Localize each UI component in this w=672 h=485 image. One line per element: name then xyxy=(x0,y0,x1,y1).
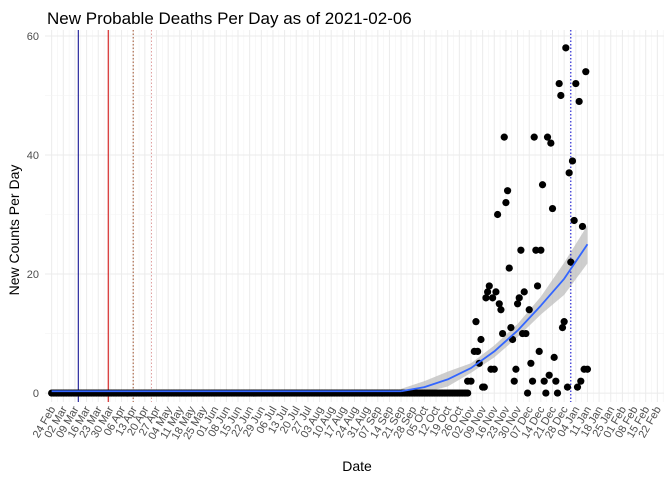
data-point xyxy=(492,288,500,296)
data-point xyxy=(480,383,488,391)
data-point xyxy=(474,347,482,356)
chart-title: New Probable Deaths Per Day as of 2021-0… xyxy=(47,9,412,28)
data-point xyxy=(545,371,553,379)
data-point xyxy=(575,97,583,106)
reference-lines xyxy=(77,30,572,402)
data-point xyxy=(507,324,515,332)
data-point xyxy=(555,79,563,88)
data-point xyxy=(495,300,503,308)
y-axis: 0 20 40 60 xyxy=(27,31,39,400)
y-tick-label: 60 xyxy=(27,31,39,43)
data-point xyxy=(528,377,537,385)
data-point xyxy=(510,377,518,385)
data-point xyxy=(535,347,543,356)
data-point xyxy=(498,329,507,338)
data-point xyxy=(513,300,522,308)
data-point xyxy=(562,44,570,52)
data-point xyxy=(552,377,560,385)
data-point xyxy=(542,389,550,397)
trend-line-group xyxy=(51,243,589,393)
data-point xyxy=(490,365,498,373)
grid xyxy=(45,30,664,402)
data-point xyxy=(515,294,523,302)
y-tick-label: 20 xyxy=(27,269,39,281)
data-point xyxy=(547,139,555,147)
data-point xyxy=(578,222,587,231)
data-point xyxy=(560,318,568,326)
data-point xyxy=(533,282,542,290)
data-point xyxy=(567,258,575,266)
data-point xyxy=(570,216,578,225)
data-point xyxy=(520,288,528,296)
data-point xyxy=(540,377,548,385)
data-point xyxy=(477,335,485,344)
data-point xyxy=(523,389,532,397)
data-point xyxy=(577,377,585,385)
data-point xyxy=(558,324,567,332)
data-point xyxy=(543,133,552,141)
data-point xyxy=(485,282,493,290)
data-point xyxy=(522,329,530,338)
data-point xyxy=(573,383,582,391)
data-point xyxy=(527,359,535,367)
y-tick-label: 0 xyxy=(33,388,39,400)
data-point xyxy=(503,187,512,195)
data-point xyxy=(500,133,508,141)
data-point xyxy=(550,353,558,361)
data-point xyxy=(572,79,580,88)
data-point xyxy=(497,306,505,314)
data-point xyxy=(505,264,513,272)
x-axis-label: Date xyxy=(342,458,372,474)
data-point xyxy=(512,365,520,373)
data-point xyxy=(472,318,480,326)
data-point xyxy=(565,169,573,177)
data-point xyxy=(502,199,510,207)
data-point xyxy=(530,133,538,141)
data-point xyxy=(553,389,562,397)
data-point xyxy=(484,288,492,296)
data-point xyxy=(548,204,557,213)
data-point xyxy=(525,306,533,314)
data-point xyxy=(517,246,525,254)
data-point xyxy=(538,181,547,189)
data-point xyxy=(489,294,497,302)
data-point xyxy=(464,389,472,397)
y-axis-label: New Counts Per Day xyxy=(6,165,22,296)
data-point xyxy=(557,91,565,100)
trend-line xyxy=(400,243,589,393)
y-tick-label: 40 xyxy=(27,150,39,162)
data-point xyxy=(583,365,592,373)
data-point xyxy=(582,68,590,76)
data-point xyxy=(467,377,475,385)
data-point xyxy=(532,246,540,254)
data-point xyxy=(494,210,502,219)
data-point xyxy=(482,294,490,302)
data-point xyxy=(568,157,577,165)
data-point xyxy=(537,246,545,254)
data-point xyxy=(563,383,572,391)
